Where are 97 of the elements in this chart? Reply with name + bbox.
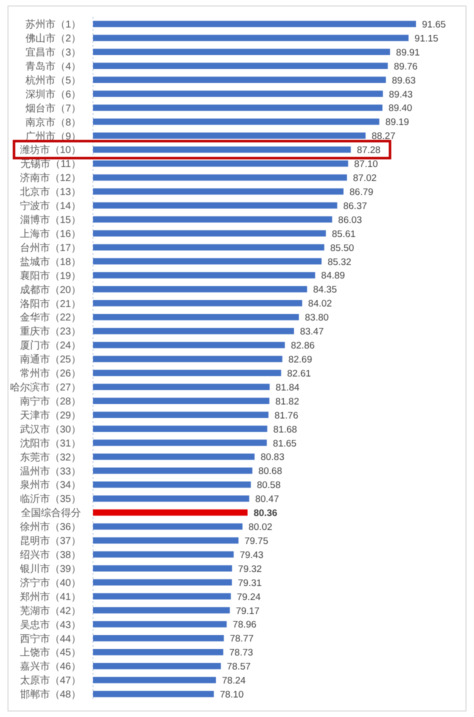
data-label: 79.43 <box>240 550 264 561</box>
data-label: 85.50 <box>330 242 354 254</box>
data-label: 84.89 <box>321 270 345 282</box>
data-label: 84.35 <box>313 284 337 296</box>
y-tick-label: 南通市（25） <box>20 354 81 366</box>
y-tick-label: 深圳市（6） <box>25 88 81 100</box>
y-tick-label: 徐州市（36） <box>20 521 81 534</box>
data-label: 78.10 <box>220 690 244 701</box>
data-label: 89.76 <box>394 61 418 72</box>
y-tick-label: 无锡市（11） <box>20 158 81 170</box>
y-tick-label: 温州市（33） <box>20 465 81 478</box>
y-tick-label: 太原市（47） <box>20 674 81 687</box>
y-tick-label: 淄博市（15） <box>20 214 81 226</box>
data-label: 81.76 <box>274 410 298 422</box>
y-tick-label: 天津市（29） <box>20 409 81 422</box>
y-tick-label: 全国综合得分 <box>21 507 81 520</box>
y-tick-label: 厦门市（24） <box>20 340 81 352</box>
data-label: 81.84 <box>276 382 300 394</box>
data-label: 81.65 <box>272 438 297 450</box>
y-tick-label: 苏州市（1） <box>25 18 81 31</box>
data-label: 89.40 <box>388 103 412 114</box>
data-label: 80.68 <box>258 466 282 478</box>
data-label: 80.58 <box>256 480 281 492</box>
y-tick-label: 临沂市（35） <box>20 493 81 506</box>
y-tick-label: 宜昌市（3） <box>25 46 81 58</box>
y-tick-label: 武汉市（30） <box>20 423 81 436</box>
y-tick-label: 沈阳市（31） <box>20 437 81 450</box>
data-label: 78.96 <box>232 620 256 631</box>
data-label: 78.77 <box>230 634 254 645</box>
y-tick-label: 邯郸市（48） <box>20 688 81 701</box>
y-tick-label: 青岛市（4） <box>25 60 81 72</box>
y-tick-label: 哈尔滨市（27） <box>10 382 81 394</box>
data-label: 79.75 <box>244 536 268 547</box>
y-tick-label: 烟台市（7） <box>25 102 81 114</box>
data-label: 88.27 <box>372 131 396 142</box>
y-tick-label: 成都市（20） <box>20 284 81 296</box>
data-label: 81.82 <box>275 396 300 408</box>
data-label: 78.73 <box>229 648 254 659</box>
y-tick-label: 佛山市（2） <box>25 32 81 45</box>
y-tick-label: 台州市（17） <box>20 242 81 254</box>
data-label: 79.31 <box>238 578 262 589</box>
y-tick-label: 西宁市（44） <box>20 632 81 645</box>
data-label: 80.47 <box>255 494 279 506</box>
y-tick-label: 金华市（22） <box>20 312 81 324</box>
data-label: 78.57 <box>226 662 251 673</box>
y-tick-label: 济南市（12） <box>20 172 81 184</box>
data-label: 91.15 <box>414 33 438 44</box>
y-tick-label: 襄阳市（19） <box>20 270 81 282</box>
data-label: 86.03 <box>338 214 362 226</box>
y-tick-label: 潍坊市（10） <box>20 144 81 156</box>
y-tick-label: 昆明市（37） <box>20 535 81 548</box>
y-tick-label: 东莞市（32） <box>20 451 81 464</box>
y-tick-label: 宁波市（14） <box>20 200 81 212</box>
y-tick-label: 上海市（16） <box>20 228 81 240</box>
y-tick-label: 北京市（13） <box>20 186 81 198</box>
data-label: 79.17 <box>236 606 260 617</box>
data-label: 81.68 <box>273 424 298 436</box>
y-tick-label: 吴忠市（43） <box>20 618 81 631</box>
data-label: 86.79 <box>350 186 374 198</box>
data-label: 82.86 <box>290 340 315 352</box>
data-label: 87.28 <box>356 145 381 156</box>
data-label: 83.80 <box>304 312 329 324</box>
y-tick-label: 嘉兴市（46） <box>20 660 81 673</box>
y-tick-label: 南宁市（28） <box>20 395 81 408</box>
data-label: 80.36 <box>254 508 278 520</box>
y-tick-label: 常州市（26） <box>20 368 81 380</box>
y-tick-label: 郑州市（41） <box>20 590 81 603</box>
data-label: 83.47 <box>300 326 324 338</box>
data-label: 91.65 <box>422 19 446 30</box>
y-tick-label: 杭州市（5） <box>24 74 81 86</box>
y-tick-label: 重庆市（23） <box>20 326 81 338</box>
data-label: 80.83 <box>260 452 284 464</box>
data-label: 82.61 <box>287 368 311 380</box>
y-tick-label: 南京市（8） <box>25 116 81 128</box>
data-label: 87.10 <box>354 159 378 170</box>
data-label: 87.02 <box>352 173 377 184</box>
data-label: 79.32 <box>238 564 262 575</box>
y-tick-label: 银川市（39） <box>18 562 81 575</box>
data-label: 80.02 <box>248 522 272 534</box>
y-tick-label: 洛阳市（21） <box>20 298 81 310</box>
data-label: 78.24 <box>222 676 246 687</box>
y-tick-label: 绍兴市（38） <box>20 549 81 562</box>
y-tick-label: 泉州市（34） <box>20 479 81 492</box>
data-label: 89.63 <box>392 75 416 86</box>
data-label: 79.24 <box>236 592 261 603</box>
y-tick-label: 芜湖市（42） <box>20 604 81 617</box>
data-label: 86.37 <box>343 200 368 212</box>
data-label: 89.19 <box>385 117 410 128</box>
data-label: 84.02 <box>308 298 332 310</box>
y-tick-label: 盐城市（18） <box>20 256 81 268</box>
data-label: 85.32 <box>328 256 352 268</box>
data-label: 89.43 <box>388 89 413 100</box>
data-label: 89.91 <box>396 47 420 58</box>
y-tick-label: 上饶市（45） <box>20 646 81 659</box>
y-tick-label: 济宁市（40） <box>20 576 81 589</box>
data-label: 85.61 <box>332 228 356 240</box>
data-label: 82.69 <box>288 354 312 366</box>
